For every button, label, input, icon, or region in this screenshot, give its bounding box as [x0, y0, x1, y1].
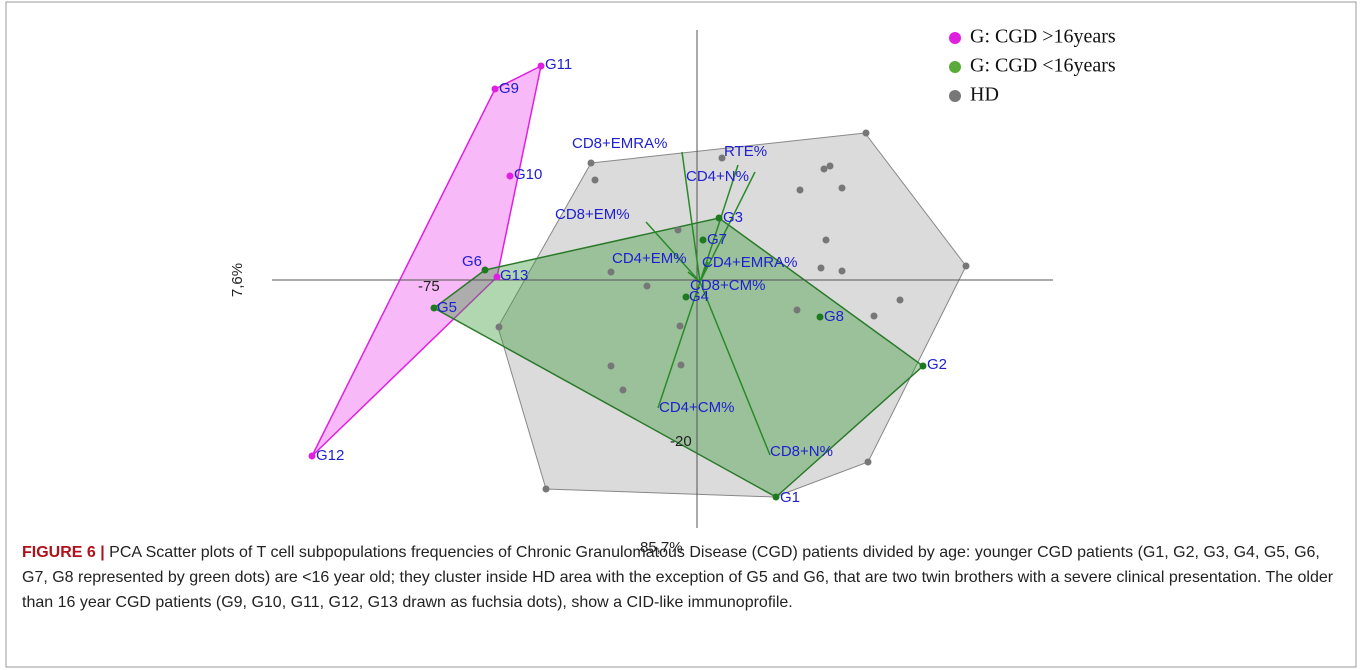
vector-label: RTE% — [724, 143, 767, 160]
vector-label: CD8+N% — [770, 443, 833, 460]
vector-label: CD4+N% — [686, 168, 749, 185]
legend-marker — [949, 61, 961, 73]
legend-label: HD — [970, 84, 999, 106]
hd-points — [495, 129, 970, 493]
point-label: G11 — [545, 56, 572, 73]
vector-label: CD8+EM% — [555, 206, 630, 223]
legend-label: G: CGD >16years — [970, 26, 1116, 48]
tick-label: -75 — [418, 278, 440, 295]
vectors — [645, 151, 771, 456]
point-label: G5 — [437, 299, 457, 316]
young-area — [432, 217, 925, 498]
legend-marker — [949, 32, 961, 44]
axis-label: 7,6% — [229, 263, 246, 297]
point-label: G6 — [462, 253, 482, 270]
vector-label: CD4+EMRA% — [702, 254, 797, 271]
old-points — [308, 62, 545, 460]
axis-label: 85,7% — [640, 539, 683, 556]
vector-label: CD8+EMRA% — [572, 135, 667, 152]
legend-marker — [949, 90, 961, 102]
point-label: G2 — [927, 356, 947, 373]
point-label: G7 — [707, 231, 727, 248]
caption-label: FIGURE 6 | — [22, 544, 105, 561]
tick-label: -20 — [670, 433, 692, 450]
point-label: G8 — [824, 308, 844, 325]
point-label: G4 — [689, 288, 709, 305]
old-area — [311, 64, 543, 457]
frame — [5, 1, 1357, 668]
vector-label: CD4+EM% — [612, 250, 687, 267]
vector-label: CD8+CM% — [690, 277, 765, 294]
caption: FIGURE 6 | PCA Scatter plots of T cell s… — [22, 540, 1342, 615]
point-label: G13 — [500, 267, 528, 284]
young-points — [430, 214, 927, 501]
vector-label: CD4+CM% — [659, 399, 734, 416]
point-label: G9 — [499, 80, 519, 97]
point-label: G3 — [723, 209, 743, 226]
point-label: G12 — [316, 447, 344, 464]
point-label: G1 — [780, 489, 800, 506]
hd-area — [497, 132, 967, 498]
caption-text: PCA Scatter plots of T cell subpopulatio… — [22, 544, 1334, 611]
point-label: G10 — [514, 166, 542, 183]
legend-label: G: CGD <16years — [970, 55, 1116, 77]
